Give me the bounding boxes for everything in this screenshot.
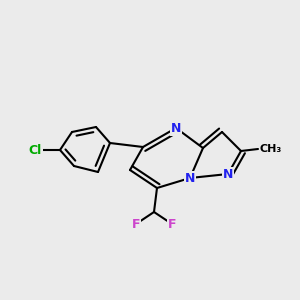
Text: N: N xyxy=(171,122,181,134)
Text: Cl: Cl xyxy=(28,143,42,157)
Text: N: N xyxy=(185,172,195,184)
Text: F: F xyxy=(168,218,176,230)
Text: N: N xyxy=(223,167,233,181)
Text: F: F xyxy=(132,218,140,230)
Text: CH₃: CH₃ xyxy=(260,144,282,154)
